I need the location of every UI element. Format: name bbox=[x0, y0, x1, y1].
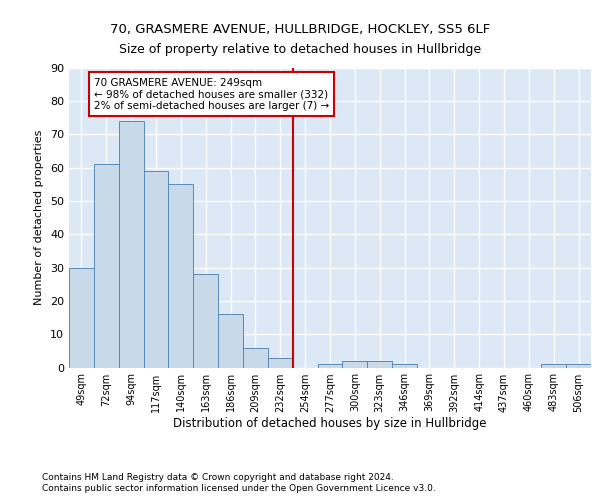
Bar bbox=[268, 358, 293, 368]
Text: Contains public sector information licensed under the Open Government Licence v3: Contains public sector information licen… bbox=[42, 484, 436, 493]
Bar bbox=[143, 171, 169, 368]
Bar bbox=[541, 364, 566, 368]
Bar bbox=[317, 364, 343, 368]
Bar bbox=[119, 121, 143, 368]
Text: 70 GRASMERE AVENUE: 249sqm
← 98% of detached houses are smaller (332)
2% of semi: 70 GRASMERE AVENUE: 249sqm ← 98% of deta… bbox=[94, 78, 329, 110]
Bar bbox=[169, 184, 193, 368]
Bar bbox=[243, 348, 268, 368]
Bar bbox=[218, 314, 243, 368]
Bar bbox=[343, 361, 367, 368]
Text: Size of property relative to detached houses in Hullbridge: Size of property relative to detached ho… bbox=[119, 42, 481, 56]
Y-axis label: Number of detached properties: Number of detached properties bbox=[34, 130, 44, 305]
X-axis label: Distribution of detached houses by size in Hullbridge: Distribution of detached houses by size … bbox=[173, 418, 487, 430]
Bar bbox=[566, 364, 591, 368]
Text: Contains HM Land Registry data © Crown copyright and database right 2024.: Contains HM Land Registry data © Crown c… bbox=[42, 472, 394, 482]
Bar bbox=[193, 274, 218, 368]
Bar bbox=[367, 361, 392, 368]
Bar bbox=[94, 164, 119, 368]
Bar bbox=[69, 268, 94, 368]
Text: 70, GRASMERE AVENUE, HULLBRIDGE, HOCKLEY, SS5 6LF: 70, GRASMERE AVENUE, HULLBRIDGE, HOCKLEY… bbox=[110, 22, 490, 36]
Bar bbox=[392, 364, 417, 368]
